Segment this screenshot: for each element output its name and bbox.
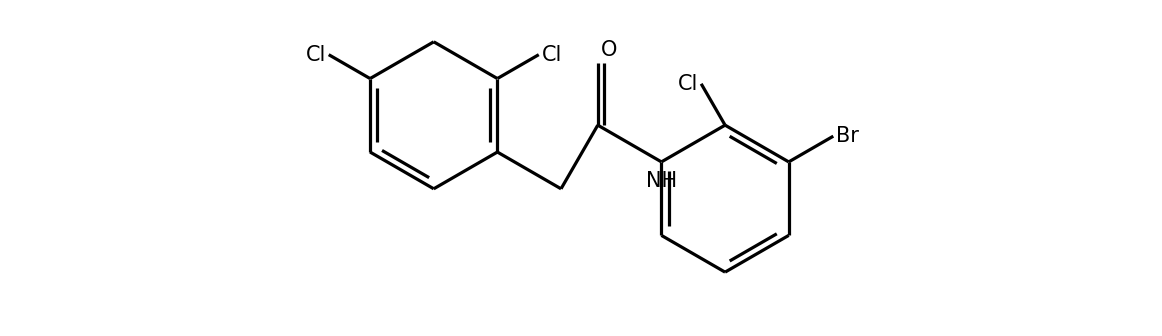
Text: Cl: Cl: [677, 74, 698, 94]
Text: Cl: Cl: [306, 45, 325, 65]
Text: O: O: [601, 40, 617, 60]
Text: Cl: Cl: [541, 45, 562, 65]
Text: Br: Br: [837, 126, 859, 146]
Text: NH: NH: [646, 171, 677, 191]
